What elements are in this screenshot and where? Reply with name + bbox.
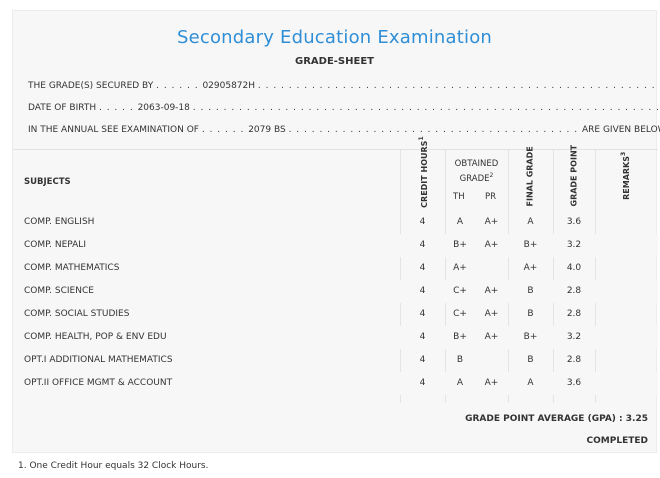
- cell-th: A: [456, 217, 464, 227]
- cell-th: B+: [453, 332, 467, 342]
- exam-year: 2079 BS: [248, 125, 286, 135]
- cell-pr: [475, 257, 508, 280]
- header-pr: PR: [485, 192, 497, 202]
- table-row: COMP. NEPALI 4 B+ A+ B+ 3.2: [13, 234, 658, 257]
- table-row: OPT.II OFFICE MGMT & ACCOUNT 4 A A+ A 3.6: [13, 372, 658, 395]
- gpa-summary: GRADE POINT AVERAGE (GPA) : 3.25: [465, 414, 648, 424]
- cell-pr: A+: [484, 332, 499, 342]
- cell-gp: 3.2: [566, 240, 582, 250]
- page-title: Secondary Education Examination: [176, 27, 493, 48]
- cell-final: B+: [523, 240, 538, 250]
- table-row: OPT.I ADDITIONAL MATHEMATICS 4 B B 2.8: [13, 349, 658, 372]
- subject-name: COMP. SCIENCE: [24, 286, 94, 296]
- cell-final: B: [527, 286, 534, 296]
- cell-credit: 4: [419, 240, 426, 250]
- dob-value: 2063-09-18: [137, 103, 190, 113]
- subject-name: COMP. NEPALI: [24, 240, 86, 250]
- cell-gp: 3.6: [566, 378, 582, 388]
- cell-pr: A+: [484, 309, 499, 319]
- header-obtained-grade: OBTAINED GRADE2: [454, 159, 499, 184]
- cell-th: A+: [453, 263, 467, 273]
- cell-credit: 4: [419, 286, 426, 296]
- given-below-text: ARE GIVEN BELOW . . .: [582, 125, 660, 135]
- header-subjects: SUBJECTS: [24, 177, 71, 187]
- cell-th: C+: [453, 286, 467, 296]
- cell-gp: 4.0: [566, 263, 582, 273]
- sheet-subtitle: GRADE-SHEET: [295, 56, 374, 67]
- cell-th: B+: [453, 240, 467, 250]
- cell-pr: [475, 349, 508, 372]
- cell-credit: 4: [419, 309, 426, 319]
- grade-sheet: Secondary Education Examination GRADE-SH…: [12, 10, 660, 453]
- cell-gp: 2.8: [566, 309, 582, 319]
- cell-final: A: [527, 217, 534, 227]
- exam-line: IN THE ANNUAL SEE EXAMINATION OF . . . .…: [28, 125, 660, 135]
- cell-pr: A+: [484, 217, 499, 227]
- cell-final: A: [527, 378, 534, 388]
- symbol-number: 02905872H: [202, 81, 256, 91]
- table-row: COMP. HEALTH, POP & ENV EDU 4 B+ A+ B+ 3.2: [13, 326, 658, 349]
- table-row: COMP. ENGLISH 4 A A+ A 3.6: [13, 211, 658, 234]
- cell-gp: 2.8: [566, 355, 582, 365]
- subject-name: COMP. ENGLISH: [24, 217, 95, 227]
- subject-name: OPT.I ADDITIONAL MATHEMATICS: [24, 355, 173, 365]
- cell-gp: 3.2: [566, 332, 582, 342]
- cell-final: A+: [523, 263, 538, 273]
- subject-name: COMP. HEALTH, POP & ENV EDU: [24, 332, 167, 342]
- cell-final: B: [527, 309, 534, 319]
- header-final-grade: FINAL GRADE: [525, 146, 535, 207]
- cell-credit: 4: [419, 378, 426, 388]
- header-remarks: REMARKS3: [620, 151, 631, 200]
- cell-gp: 3.6: [566, 217, 582, 227]
- header-credit-hours: CREDIT HOURS1: [418, 136, 429, 208]
- cell-final: B+: [523, 332, 538, 342]
- cell-credit: 4: [419, 332, 426, 342]
- table-row: COMP. MATHEMATICS 4 A+ A+ 4.0: [13, 257, 658, 280]
- cell-credit: 4: [419, 263, 426, 273]
- cell-pr: A+: [484, 286, 499, 296]
- status-text: COMPLETED: [586, 436, 648, 446]
- subject-name: COMP. MATHEMATICS: [24, 263, 120, 273]
- header-grade-point: GRADE POINT: [569, 144, 579, 207]
- dob-line: DATE OF BIRTH . . . . . 2063-09-18 . . .…: [28, 103, 660, 113]
- exam-label: IN THE ANNUAL SEE EXAMINATION OF: [28, 125, 199, 135]
- footnote: 1. One Credit Hour equals 32 Clock Hours…: [18, 461, 209, 471]
- header-th: TH: [453, 192, 465, 202]
- cell-final: B: [527, 355, 534, 365]
- cell-credit: 4: [419, 217, 426, 227]
- grades-table: SUBJECTS CREDIT HOURS1 OBTAINED GRADE2 T…: [13, 136, 658, 403]
- cell-gp: 2.8: [566, 286, 582, 296]
- subject-name: COMP. SOCIAL STUDIES: [24, 309, 130, 319]
- cell-th: C+: [453, 309, 467, 319]
- cell-pr: A+: [484, 378, 499, 388]
- subject-name: OPT.II OFFICE MGMT & ACCOUNT: [24, 378, 173, 388]
- cell-pr: A+: [484, 240, 499, 250]
- table-row: COMP. SOCIAL STUDIES 4 C+ A+ B 2.8: [13, 303, 658, 326]
- cell-credit: 4: [419, 355, 426, 365]
- cell-th: A: [456, 378, 464, 388]
- secured-by-label: THE GRADE(S) SECURED BY: [28, 81, 154, 91]
- dob-label: DATE OF BIRTH: [28, 103, 97, 113]
- cell-th: B: [456, 355, 464, 365]
- secured-by-line: THE GRADE(S) SECURED BY . . . . . . 0290…: [28, 81, 660, 91]
- table-row: COMP. SCIENCE 4 C+ A+ B 2.8: [13, 280, 658, 303]
